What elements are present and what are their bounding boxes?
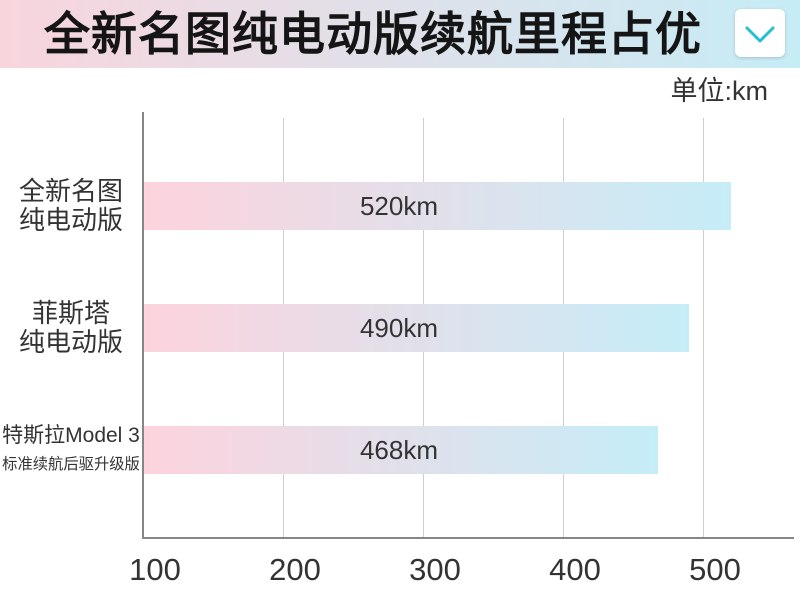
category-label-line: 全新名图 xyxy=(18,176,123,206)
unit-label: 单位:km xyxy=(670,76,769,106)
data-label: 468km xyxy=(359,435,439,465)
data-label: 490km xyxy=(359,313,439,343)
category-label-line: 纯电动版 xyxy=(18,327,123,357)
gridline xyxy=(703,118,704,538)
chevron-down-icon xyxy=(745,26,775,43)
category-label-line: 标准续航后驱升级版 xyxy=(2,456,140,473)
category-label-line: 纯电动版 xyxy=(18,205,123,235)
x-tick-label: 300 xyxy=(409,552,461,587)
category-label: 特斯拉Model 3 标准续航后驱升级版 xyxy=(0,421,142,479)
category-label-line: 特斯拉Model 3 xyxy=(2,424,140,447)
bar xyxy=(143,426,659,474)
data-label: 520km xyxy=(359,191,439,221)
x-axis-line xyxy=(142,537,794,539)
bar xyxy=(143,304,689,352)
category-label: 全新名图 纯电动版 xyxy=(0,177,142,235)
x-tick-label: 400 xyxy=(549,552,601,587)
x-tick-label: 100 xyxy=(129,552,181,587)
title-banner: 全新名图纯电动版续航里程占优 xyxy=(0,0,800,68)
category-label: 菲斯塔 纯电动版 xyxy=(0,299,142,357)
page-title: 全新名图纯电动版续航里程占优 xyxy=(44,8,702,60)
bar xyxy=(143,182,731,230)
expand-button[interactable] xyxy=(735,9,785,57)
x-tick-label: 500 xyxy=(689,552,741,587)
category-label-line: 菲斯塔 xyxy=(31,298,110,328)
y-axis-line xyxy=(142,112,144,539)
x-tick-label: 200 xyxy=(269,552,321,587)
